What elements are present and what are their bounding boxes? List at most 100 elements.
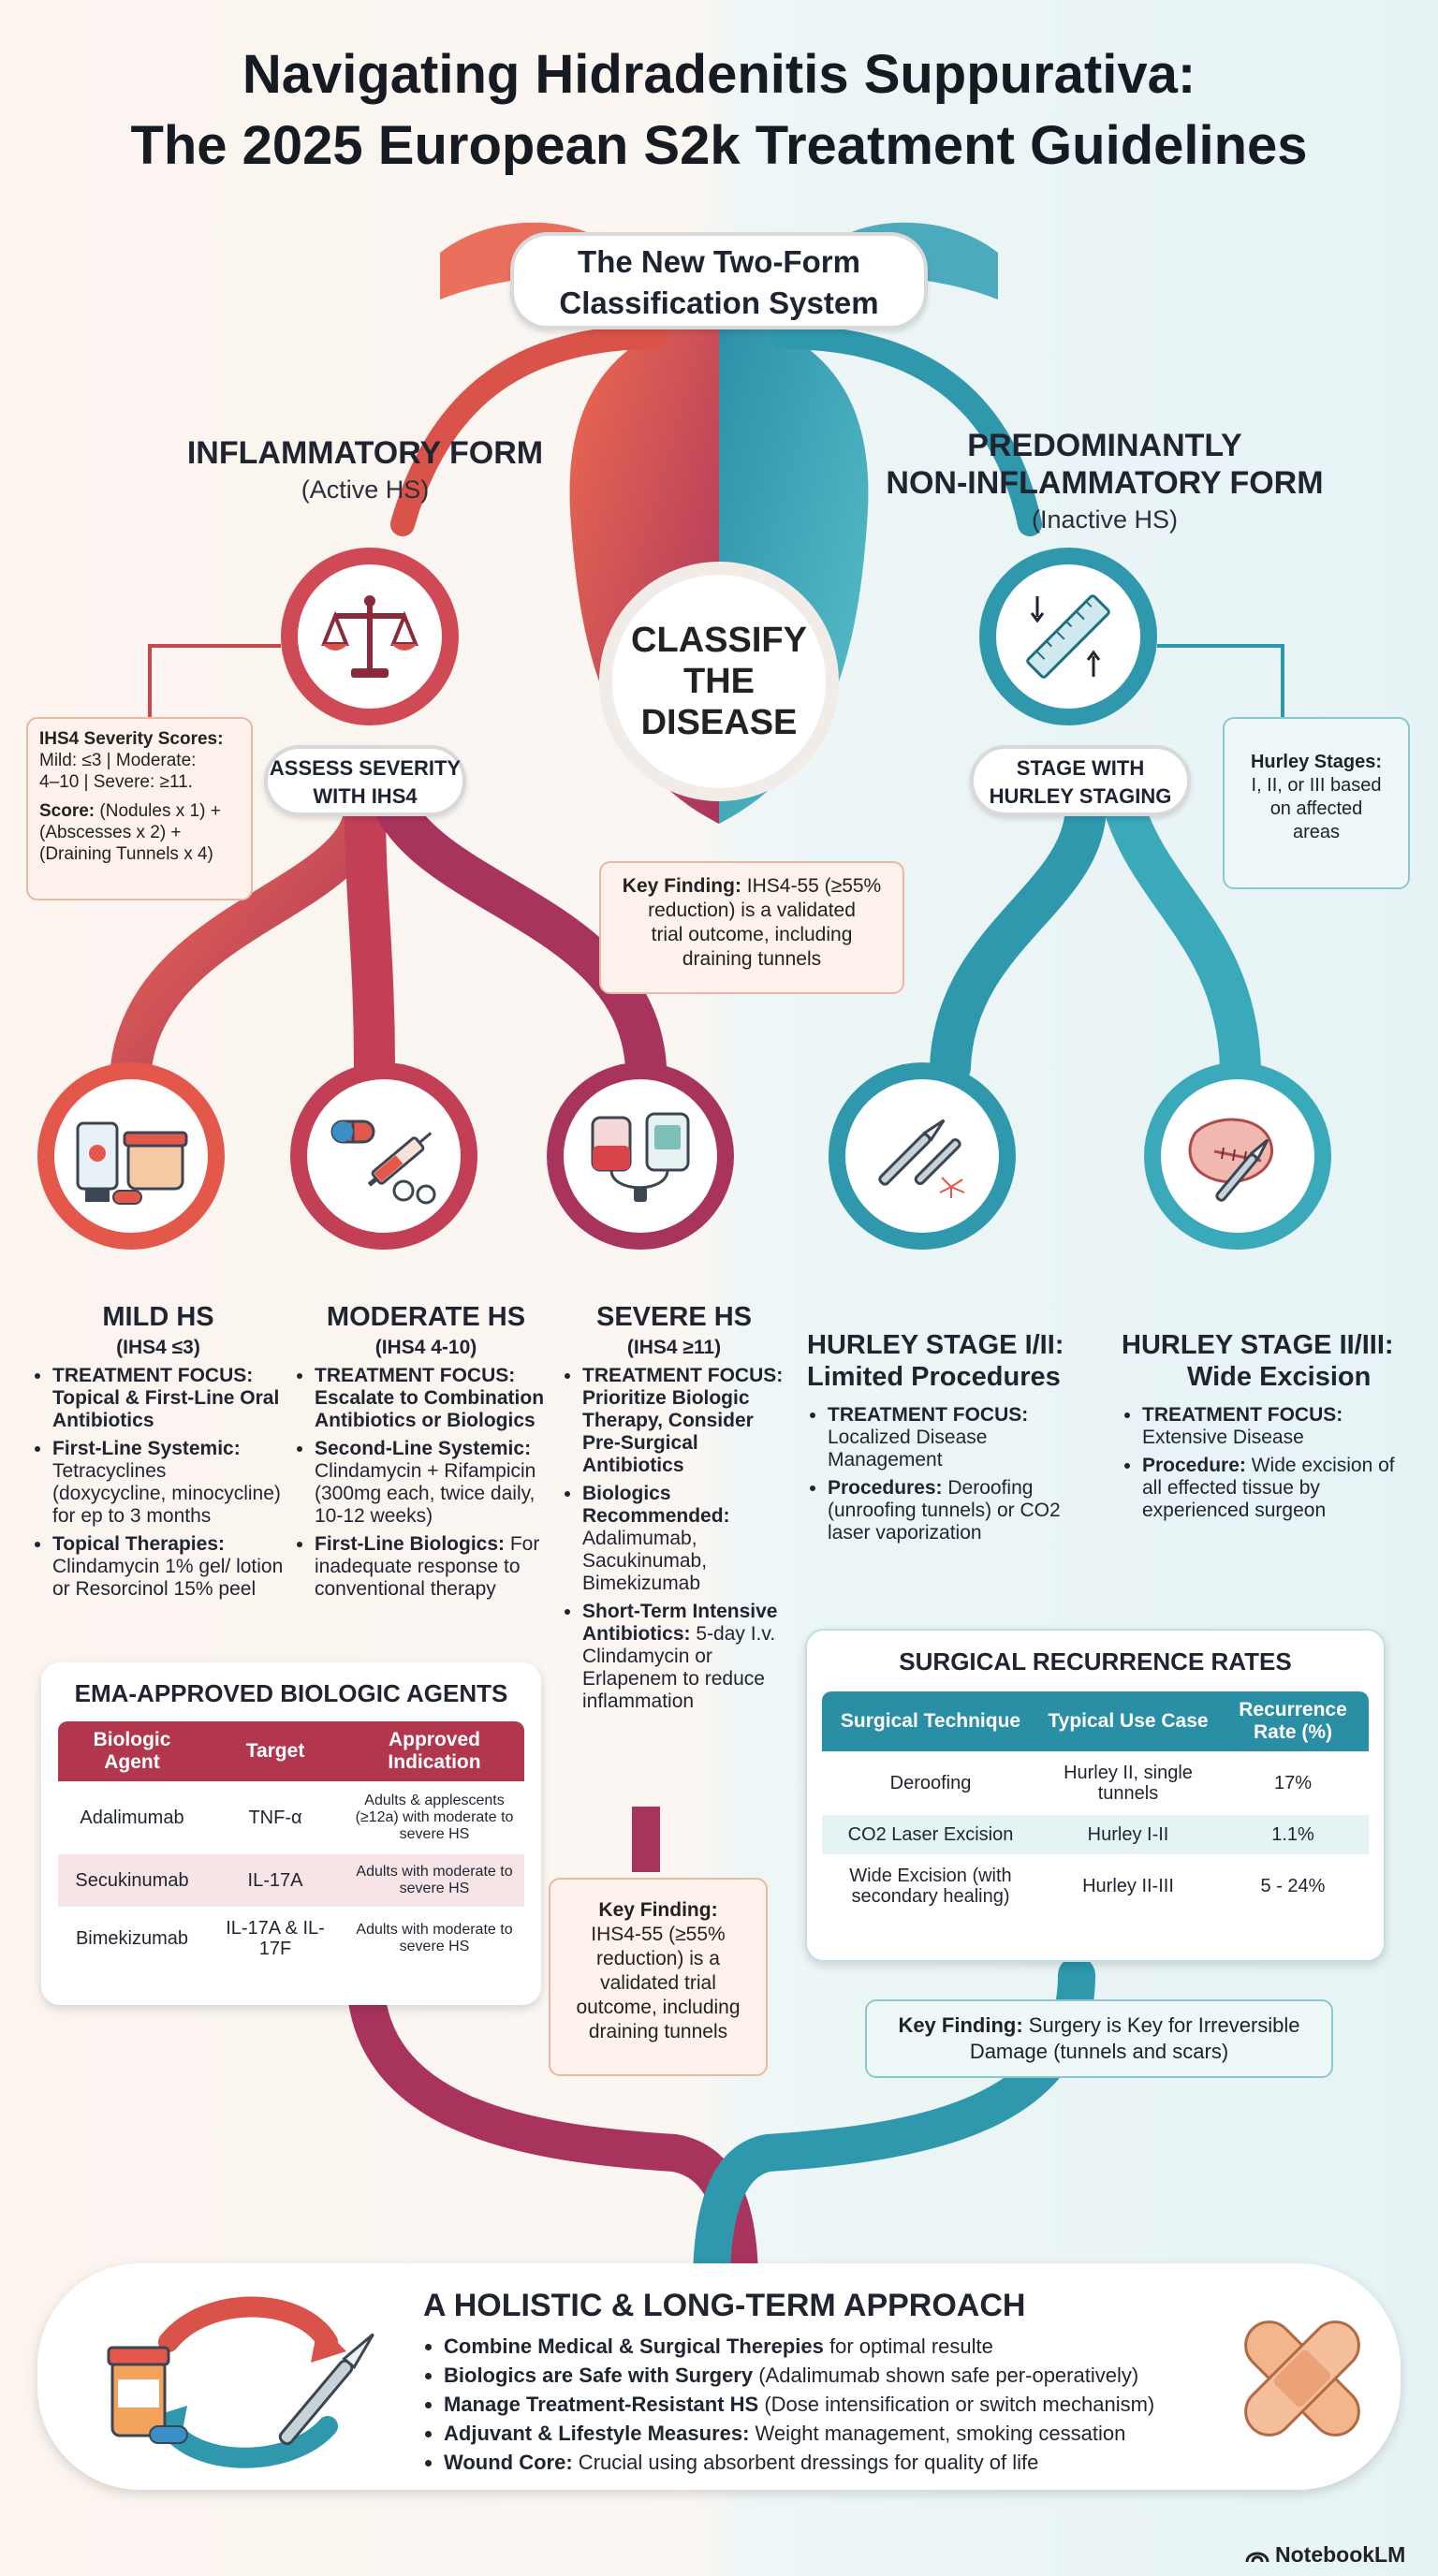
hurley-stages-note: Hurley Stages: I, II, or III based on af… bbox=[1223, 717, 1410, 889]
table-row: Bimekizumab IL-17A & IL-17F Adults with … bbox=[58, 1907, 524, 1969]
hurley-note-line-3: areas bbox=[1292, 822, 1341, 842]
recurrence-header-technique: Surgical Technique bbox=[840, 1710, 1021, 1732]
hurley23-bullet-focus: TREATMENT FOCUS:Extensive Disease bbox=[1142, 1404, 1402, 1449]
key-finding-surgery-text: Surgery is Key for Irreversible Damage (… bbox=[969, 2013, 1300, 2063]
iv-bags-icon bbox=[591, 1112, 690, 1202]
ihs4-note-line-2: 4–10 | Severe: ≥11. bbox=[39, 772, 193, 792]
moderate-icon-circle bbox=[290, 1062, 477, 1250]
recurrence-table: Surgical Technique Typical Use Case Recu… bbox=[822, 1691, 1369, 1916]
key-finding-top-line-2: reduction) is a validated bbox=[648, 900, 856, 921]
key-finding-surgery-label: Key Finding: bbox=[898, 2013, 1023, 2037]
hurley23-bullet-procedure: Procedure: Wide excision of all effected… bbox=[1142, 1455, 1402, 1522]
holistic-approach-panel: A HOLISTIC & LONG-TERM APPROACH Combine … bbox=[37, 2263, 1401, 2490]
recurrence-table-card: SURGICAL RECURRENCE RATES Surgical Techn… bbox=[805, 1629, 1386, 1962]
hurley12-column: HURLEY STAGE I/II: Limited Procedures TR… bbox=[807, 1329, 1088, 1550]
mild-column: MILD HS (IHS4 ≤3) TREATMENT FOCUS:Topica… bbox=[32, 1301, 285, 1606]
ihs4-score-line-2: (Abscesses x 2) + bbox=[39, 823, 182, 842]
table-row: Deroofing Hurley II, single tunnels 17% bbox=[822, 1751, 1369, 1814]
biologics-header-agent: Biologic Agent bbox=[93, 1729, 171, 1773]
hurley12-bullet-procedures: Procedures: Deroofing (unroofing tunnels… bbox=[828, 1477, 1088, 1544]
non-inflammatory-title-line-1: PREDOMINANTLY bbox=[967, 428, 1242, 463]
biologics-table-card: EMA-APPROVED BIOLOGIC AGENTS Biologic Ag… bbox=[41, 1662, 541, 2005]
ointment-tube-icon bbox=[76, 1121, 188, 1205]
hurley12-bullet-focus: TREATMENT FOCUS:Localized Disease Manage… bbox=[828, 1404, 1088, 1471]
mild-icon-circle bbox=[37, 1062, 225, 1250]
severe-bullet-antibiotics: Short-Term Intensive Antibiotics: 5-day … bbox=[582, 1601, 786, 1713]
hurley-note-line-1: I, II, or III based bbox=[1251, 775, 1382, 796]
moderate-subtitle: (IHS4 4-10) bbox=[374, 1337, 477, 1358]
biologics-table-title: EMA-APPROVED BIOLOGIC AGENTS bbox=[74, 1679, 508, 1707]
moderate-bullet-biologics: First-Line Biologics: For inadequate res… bbox=[315, 1533, 558, 1601]
ihs4-score-line-3: (Draining Tunnels x 4) bbox=[39, 844, 213, 864]
list-item: Wound Core: Crucial using absorbent dres… bbox=[444, 2448, 1228, 2477]
moderate-bullet-focus: TREATMENT FOCUS:Escalate to Combination … bbox=[315, 1365, 558, 1432]
table-row: Wide Excision (with secondary healing) H… bbox=[822, 1854, 1369, 1916]
hurley23-icon-circle bbox=[1144, 1062, 1331, 1250]
severe-subtitle: (IHS4 ≥11) bbox=[626, 1337, 722, 1358]
classification-heading-line-2: Classification System bbox=[559, 285, 879, 320]
hurley23-column: HURLEY STAGE II/III: Wide Excision TREAT… bbox=[1122, 1329, 1402, 1528]
assess-severity-label: ASSESS SEVERITY WITH IHS4 bbox=[264, 745, 466, 816]
table-row: CO2 Laser Excision Hurley I-II 1.1% bbox=[822, 1813, 1369, 1855]
severe-bullet-biologics: Biologics Recommended:Adalimumab, Sacuki… bbox=[582, 1483, 786, 1595]
brand-logo: NotebookLM bbox=[1245, 2542, 1405, 2568]
inflammatory-form-subtitle: (Active HS) bbox=[301, 476, 430, 504]
excision-icon bbox=[1188, 1118, 1274, 1202]
stage-line-1: STAGE WITH bbox=[1016, 756, 1145, 780]
assess-line-1: ASSESS SEVERITY bbox=[269, 756, 462, 780]
biologics-header-target: Target bbox=[245, 1740, 305, 1762]
recurrence-header-usecase: Typical Use Case bbox=[1048, 1710, 1209, 1732]
list-item: Biologics are Safe with Surgery (Adalimu… bbox=[444, 2361, 1228, 2390]
mild-subtitle: (IHS4 ≤3) bbox=[116, 1337, 200, 1358]
mild-bullet-focus: TREATMENT FOCUS:Topical & First-Line Ora… bbox=[52, 1365, 285, 1432]
recurrence-table-title: SURGICAL RECURRENCE RATES bbox=[899, 1647, 1292, 1676]
key-finding-top-label: Key Finding: bbox=[622, 875, 741, 897]
assess-line-2: WITH IHS4 bbox=[313, 784, 418, 808]
non-inflammatory-form-heading: PREDOMINANTLY NON-INFLAMMATORY FORM (Ina… bbox=[824, 427, 1386, 534]
non-inflammatory-subtitle: (Inactive HS) bbox=[1031, 505, 1179, 534]
recurrence-header-rate: Recurrence Rate (%) bbox=[1239, 1699, 1347, 1743]
table-row: Adalimumab TNF-α Adults & applescents (≥… bbox=[58, 1781, 524, 1853]
inflammatory-circle bbox=[281, 548, 459, 725]
classify-line-2: THE bbox=[683, 662, 755, 701]
page-title: Navigating Hidradenitis Suppurativa: The… bbox=[0, 39, 1438, 182]
hurley-staging-label: STAGE WITH HURLEY STAGING bbox=[970, 745, 1191, 816]
classify-line-3: DISEASE bbox=[640, 703, 798, 742]
classification-heading-line-1: The New Two-Form bbox=[578, 244, 860, 279]
syringe-pills-icon bbox=[330, 1120, 436, 1205]
scalpel-laser-icon bbox=[878, 1119, 965, 1198]
key-finding-top-line-4: draining tunnels bbox=[682, 948, 822, 970]
hurley12-title-line-1: HURLEY STAGE I/II: bbox=[807, 1330, 1064, 1360]
scales-icon bbox=[321, 595, 418, 678]
non-inflammatory-title-line-2: NON-INFLAMMATORY FORM bbox=[886, 465, 1324, 501]
title-line-1: Navigating Hidradenitis Suppurativa: bbox=[242, 44, 1196, 105]
brand-name: NotebookLM bbox=[1275, 2542, 1406, 2567]
table-row: Secukinumab IL-17A Adults with moderate … bbox=[58, 1852, 524, 1908]
ihs4-score-note: IHS4 Severity Scores: Mild: ≤3 | Moderat… bbox=[26, 717, 253, 900]
holistic-title: A HOLISTIC & LONG-TERM APPROACH bbox=[423, 2288, 1026, 2323]
ihs4-score-line-1: (Nodules x 1) + bbox=[99, 801, 221, 821]
ihs4-score-label: Score: bbox=[39, 801, 95, 821]
hurley23-title-line-2: Wide Excision bbox=[1187, 1362, 1372, 1392]
list-item: Manage Treatment-Resistant HS (Dose inte… bbox=[444, 2390, 1228, 2419]
key-finding-top: Key Finding: IHS4-55 (≥55% reduction) is… bbox=[599, 861, 904, 994]
moderate-title: MODERATE HS bbox=[326, 1302, 526, 1332]
non-inflammatory-circle bbox=[979, 548, 1157, 725]
hurley-note-title: Hurley Stages: bbox=[1250, 752, 1383, 772]
bandage-icon bbox=[1244, 2320, 1360, 2437]
classification-heading: The New Two-Form Classification System bbox=[510, 232, 928, 329]
mild-title: MILD HS bbox=[102, 1302, 214, 1332]
mild-bullet-topical: Topical Therapies: Clindamycin 1% gel/ l… bbox=[52, 1533, 285, 1601]
mild-bullet-systemic: First-Line Systemic: Tetracyclines (doxy… bbox=[52, 1438, 285, 1528]
hurley23-title-line-1: HURLEY STAGE II/III: bbox=[1122, 1330, 1394, 1360]
biologics-header-indication: Approved Indication bbox=[388, 1729, 481, 1773]
inflammatory-form-title: INFLAMMATORY FORM bbox=[186, 435, 544, 471]
biologics-table: Biologic Agent Target Approved Indicatio… bbox=[58, 1721, 524, 1969]
classify-disease-circle: CLASSIFY THE DISEASE bbox=[599, 562, 839, 801]
hurley12-title-line-2: Limited Procedures bbox=[807, 1362, 1061, 1392]
ihs4-note-line-1: Mild: ≤3 | Moderate: bbox=[39, 751, 197, 770]
hurley12-icon-circle bbox=[829, 1062, 1016, 1250]
key-finding-severe-label: Key Finding: bbox=[598, 1899, 718, 1921]
notebooklm-logo-icon bbox=[1245, 2552, 1269, 2562]
